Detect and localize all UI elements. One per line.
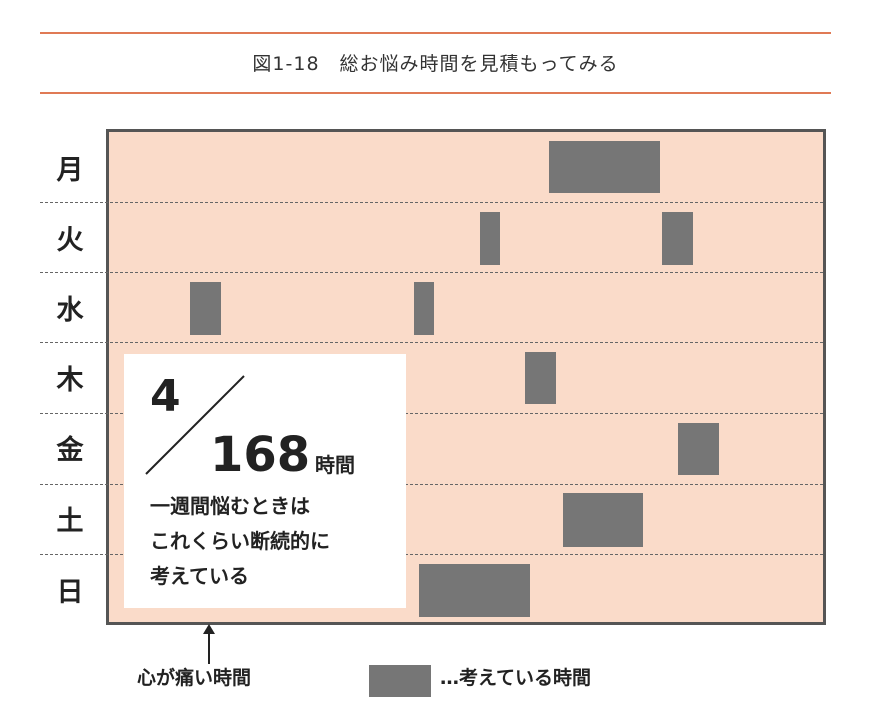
- thinking-block-sun: [419, 564, 530, 617]
- thinking-block-wed-2: [414, 282, 434, 335]
- summary-description-line: これくらい断続的に: [150, 529, 330, 553]
- thinking-block-thu: [525, 352, 556, 404]
- total-hours-value: 168: [210, 427, 311, 483]
- title-rule-bottom: [40, 92, 831, 94]
- legend-label: …考えている時間: [440, 667, 592, 689]
- fraction-slash-icon: [145, 375, 245, 475]
- day-label-sun: 日: [56, 577, 84, 608]
- day-label-tue: 火: [56, 225, 84, 256]
- thinking-block-tue-1: [480, 212, 500, 265]
- legend-swatch: [369, 665, 431, 697]
- painful-time-label: 心が痛い時間: [137, 667, 252, 689]
- summary-description-line: 一週間悩むときは: [150, 494, 310, 518]
- summary-box: [124, 354, 406, 608]
- day-label-mon: 月: [56, 155, 84, 186]
- day-label-fri: 金: [56, 435, 84, 466]
- summary-description-line: 考えている: [150, 564, 249, 588]
- thinking-block-mon: [549, 141, 660, 193]
- thinking-block-sat: [563, 493, 643, 547]
- row-separator: [40, 484, 823, 485]
- row-separator: [40, 202, 823, 203]
- row-separator: [40, 342, 823, 343]
- day-label-wed: 水: [56, 295, 84, 326]
- row-separator: [40, 272, 823, 273]
- up-arrow-icon: [203, 624, 215, 664]
- row-separator: [40, 554, 823, 555]
- summary-description: 一週間悩むときは これくらい断続的に 考えている: [150, 489, 395, 594]
- thinking-block-fri: [678, 423, 719, 475]
- day-label-sat: 土: [56, 506, 84, 537]
- hours-unit: 時間: [315, 453, 355, 477]
- row-separator: [40, 413, 823, 414]
- figure-title: 図1-18 総お悩み時間を見積もってみる: [252, 53, 619, 75]
- title-rule-top: [40, 32, 831, 34]
- thinking-hours-value: 4: [150, 371, 181, 422]
- day-label-thu: 木: [56, 365, 84, 396]
- thinking-block-tue-2: [662, 212, 693, 265]
- thinking-block-wed-1: [190, 282, 221, 335]
